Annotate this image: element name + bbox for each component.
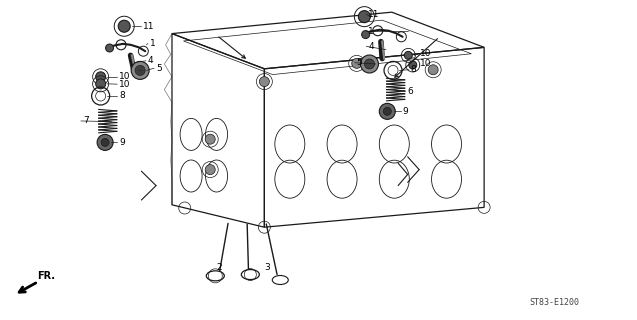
Circle shape [383,107,391,115]
Text: 11: 11 [143,22,155,31]
Circle shape [362,30,369,38]
Text: 5: 5 [357,58,362,67]
Circle shape [96,79,106,89]
Circle shape [205,134,215,144]
Text: 1: 1 [150,39,155,48]
Circle shape [96,72,106,82]
Text: 6: 6 [408,87,413,96]
Text: 5: 5 [156,64,162,73]
Text: 2: 2 [217,263,222,272]
Circle shape [361,55,378,73]
Text: 11: 11 [368,10,380,19]
Text: 10: 10 [420,60,432,68]
Circle shape [359,11,370,23]
Circle shape [379,103,396,119]
Text: ST83-E1200: ST83-E1200 [529,298,579,307]
Circle shape [404,51,412,60]
Circle shape [259,76,269,87]
Circle shape [428,65,438,75]
Text: 9: 9 [403,107,408,116]
Text: 8: 8 [411,65,417,74]
Circle shape [131,61,149,79]
Text: 4: 4 [148,56,154,65]
Text: 10: 10 [119,80,131,89]
Text: 4: 4 [368,42,374,51]
Circle shape [97,134,113,150]
Circle shape [409,61,417,69]
Text: FR.: FR. [37,271,55,281]
Text: 8: 8 [119,92,125,100]
Text: 3: 3 [264,263,270,272]
Circle shape [101,138,109,147]
Circle shape [135,65,145,76]
Circle shape [118,20,130,32]
Text: 7: 7 [83,116,89,125]
Circle shape [106,44,113,52]
Text: 1: 1 [368,27,374,36]
Text: 10: 10 [119,72,131,81]
Text: 10: 10 [420,49,432,58]
Circle shape [364,59,375,69]
Circle shape [205,164,215,175]
Circle shape [352,58,362,68]
Text: 9: 9 [119,138,125,147]
